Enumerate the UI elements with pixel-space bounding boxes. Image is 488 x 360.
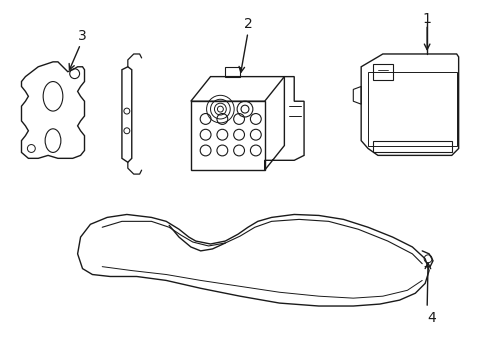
Text: 2: 2 — [243, 17, 252, 31]
Text: 4: 4 — [427, 311, 436, 325]
Text: 3: 3 — [78, 29, 87, 43]
Text: 1: 1 — [422, 12, 431, 26]
